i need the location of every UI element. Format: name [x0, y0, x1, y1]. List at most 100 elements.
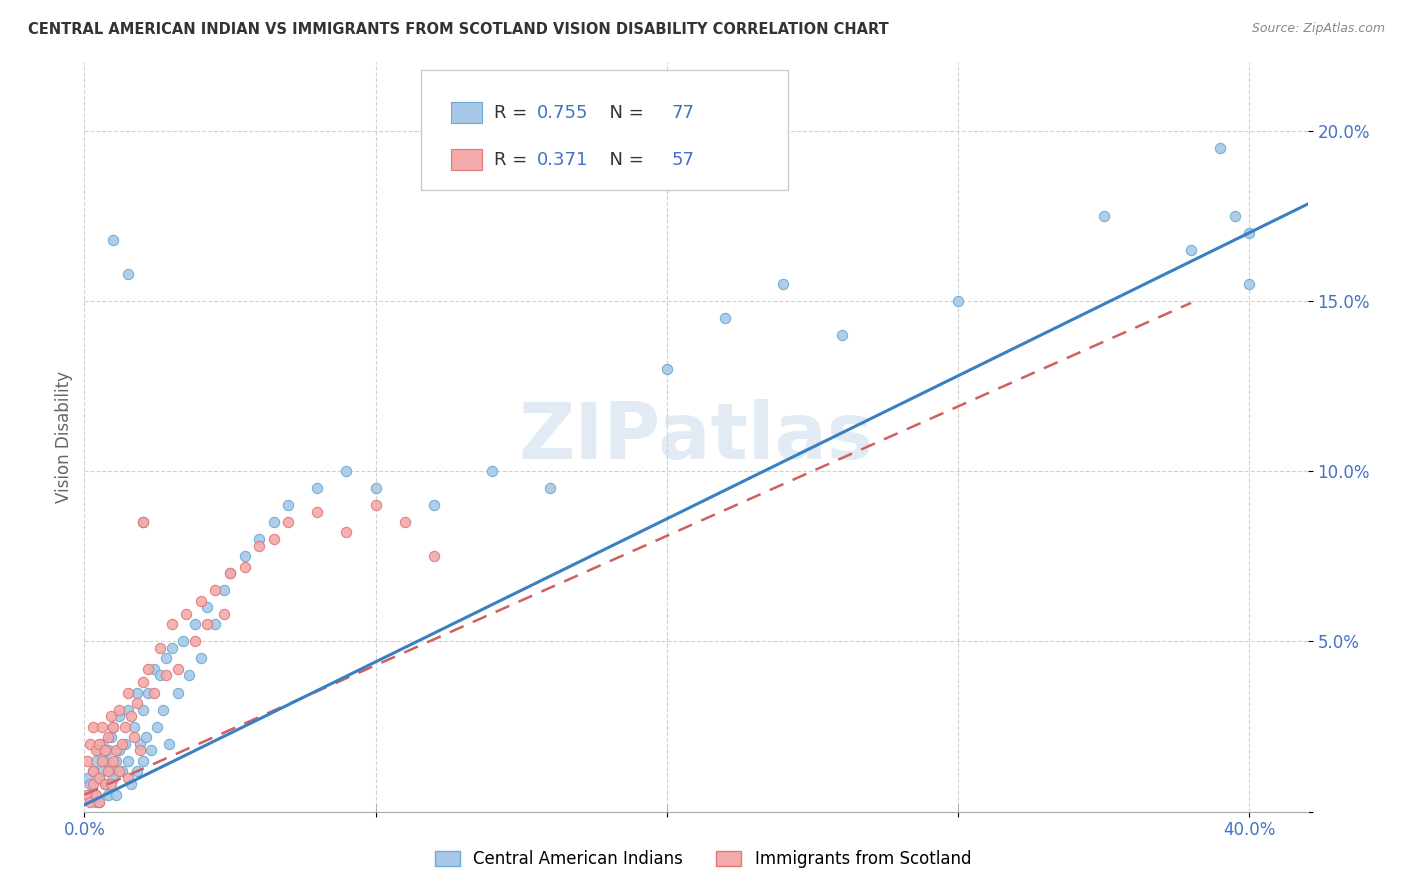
Point — [105, 788, 128, 802]
Point — [423, 549, 446, 564]
Point — [111, 764, 134, 778]
Point — [93, 754, 115, 768]
Point — [93, 743, 115, 757]
Point — [82, 788, 104, 802]
FancyBboxPatch shape — [420, 70, 787, 190]
Point — [93, 777, 115, 791]
Point — [125, 696, 148, 710]
Point — [1239, 277, 1261, 291]
Point — [87, 771, 110, 785]
Point — [76, 771, 98, 785]
Point — [103, 771, 125, 785]
Point — [82, 720, 104, 734]
Point — [87, 795, 110, 809]
Point — [655, 362, 678, 376]
Point — [1180, 243, 1202, 257]
Point — [538, 481, 561, 495]
Point — [131, 515, 153, 529]
Point — [157, 737, 180, 751]
Point — [195, 617, 218, 632]
Point — [138, 685, 160, 699]
Point — [714, 310, 737, 325]
Point — [103, 754, 125, 768]
Point — [84, 754, 107, 768]
Point — [97, 730, 120, 744]
Text: N =: N = — [598, 103, 650, 121]
Point — [166, 662, 188, 676]
Point — [131, 754, 153, 768]
Point — [204, 617, 226, 632]
Point — [114, 720, 136, 734]
Point — [364, 498, 387, 512]
Point — [82, 777, 104, 791]
Point — [90, 720, 112, 734]
Point — [111, 737, 134, 751]
Point — [120, 709, 142, 723]
Point — [141, 743, 163, 757]
Point — [117, 771, 139, 785]
Point — [97, 788, 120, 802]
Point — [79, 777, 101, 791]
Point — [212, 607, 235, 622]
Point — [335, 525, 357, 540]
Point — [117, 702, 139, 716]
Text: ZIPatlas: ZIPatlas — [519, 399, 873, 475]
Point — [100, 764, 122, 778]
Point — [190, 593, 212, 607]
Point — [146, 720, 169, 734]
Point — [233, 559, 256, 574]
Point — [82, 764, 104, 778]
Point — [277, 498, 299, 512]
Point — [1223, 209, 1246, 223]
Point — [152, 702, 174, 716]
Point — [128, 737, 150, 751]
Point — [84, 743, 107, 757]
Point — [233, 549, 256, 564]
Point — [84, 788, 107, 802]
Point — [166, 685, 188, 699]
Point — [117, 754, 139, 768]
Point — [103, 720, 125, 734]
Point — [103, 720, 125, 734]
Point — [125, 764, 148, 778]
Point — [76, 754, 98, 768]
Point — [394, 515, 416, 529]
Point — [184, 617, 207, 632]
Point — [120, 777, 142, 791]
Text: 0.371: 0.371 — [537, 151, 588, 169]
Point — [108, 764, 131, 778]
Text: R =: R = — [494, 151, 533, 169]
FancyBboxPatch shape — [451, 149, 482, 170]
Point — [108, 743, 131, 757]
FancyBboxPatch shape — [451, 103, 482, 123]
Point — [831, 327, 853, 342]
Point — [131, 702, 153, 716]
Y-axis label: Vision Disability: Vision Disability — [55, 371, 73, 503]
Text: CENTRAL AMERICAN INDIAN VS IMMIGRANTS FROM SCOTLAND VISION DISABILITY CORRELATIO: CENTRAL AMERICAN INDIAN VS IMMIGRANTS FR… — [28, 22, 889, 37]
Point — [87, 737, 110, 751]
Point — [138, 662, 160, 676]
Point — [97, 764, 120, 778]
Point — [160, 617, 183, 632]
Point — [204, 583, 226, 598]
Point — [90, 737, 112, 751]
Text: 57: 57 — [672, 151, 695, 169]
Point — [481, 464, 503, 478]
Point — [82, 764, 104, 778]
Point — [946, 293, 969, 308]
Point — [105, 754, 128, 768]
Point — [131, 515, 153, 529]
Point — [108, 709, 131, 723]
Point — [90, 764, 112, 778]
Point — [79, 795, 101, 809]
Point — [307, 481, 329, 495]
Point — [155, 651, 177, 665]
Text: Source: ZipAtlas.com: Source: ZipAtlas.com — [1251, 22, 1385, 36]
Point — [97, 743, 120, 757]
Point — [219, 566, 242, 581]
Point — [143, 685, 166, 699]
Point — [90, 754, 112, 768]
Point — [263, 515, 285, 529]
Legend: Central American Indians, Immigrants from Scotland: Central American Indians, Immigrants fro… — [429, 844, 977, 875]
Point — [149, 668, 172, 682]
